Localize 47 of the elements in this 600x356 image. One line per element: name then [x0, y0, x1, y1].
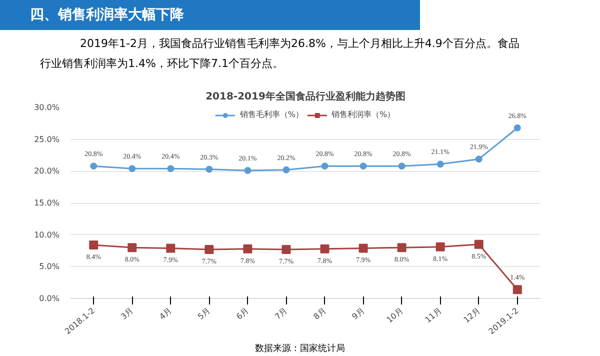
point — [436, 242, 445, 252]
y-tick-label: 5.0% — [39, 262, 60, 272]
point — [320, 244, 330, 254]
x-tick-label: 4月 — [158, 306, 174, 322]
point — [90, 162, 98, 170]
point — [512, 285, 522, 294]
text: 四、销售利润率大幅下降 — [30, 6, 184, 25]
point — [475, 156, 482, 163]
x-tick-label: 8月 — [312, 306, 328, 322]
y-tick-label: 15.0% — [34, 198, 60, 208]
point — [167, 165, 174, 172]
point — [244, 167, 252, 174]
point — [282, 166, 290, 174]
legend-label: 销售毛利率（%） — [240, 109, 304, 120]
y-tick-label: 0.0% — [39, 294, 60, 303]
text: 2019年1-2月，我国食品行业销售毛利率为26.8%，与上个月相比上升4.9个百分点。食品行业销售利润率为1.4%，环比下降7.1个百分点。 — [40, 36, 520, 72]
y-tick-label: 25.0% — [34, 134, 60, 144]
point — [360, 162, 367, 170]
point — [128, 165, 136, 172]
point — [398, 162, 406, 170]
source-note: 数据来源：国家统计局 — [255, 342, 345, 356]
point — [436, 160, 444, 168]
point — [397, 243, 406, 252]
point — [514, 124, 521, 132]
point — [282, 244, 291, 254]
x-tick-label: 10月 — [385, 306, 405, 325]
x-tick-label: 9月 — [350, 306, 366, 322]
legend-label: 销售利润率（%） — [332, 109, 396, 120]
point — [321, 162, 328, 170]
point — [243, 244, 252, 254]
x-tick-label: 7月 — [273, 306, 290, 322]
point — [128, 243, 137, 252]
point — [474, 240, 484, 249]
x-tick-label: 12月 — [462, 306, 482, 325]
x-tick-label: 5月 — [196, 306, 212, 322]
chart-title: 2018-2019年全国食品行业盈利能力趋势图 — [206, 90, 406, 102]
x-tick-label: 11月 — [424, 306, 444, 325]
point — [204, 244, 214, 254]
x-tick-label: 3月 — [119, 306, 136, 322]
point — [166, 244, 176, 253]
y-tick-label: 20.0% — [34, 166, 60, 176]
y-tick-label: 30.0% — [34, 103, 60, 112]
point — [358, 244, 368, 253]
x-tick-label: 6月 — [234, 306, 251, 322]
y-tick-label: 10.0% — [34, 230, 60, 240]
point — [89, 240, 98, 250]
point — [206, 166, 213, 173]
